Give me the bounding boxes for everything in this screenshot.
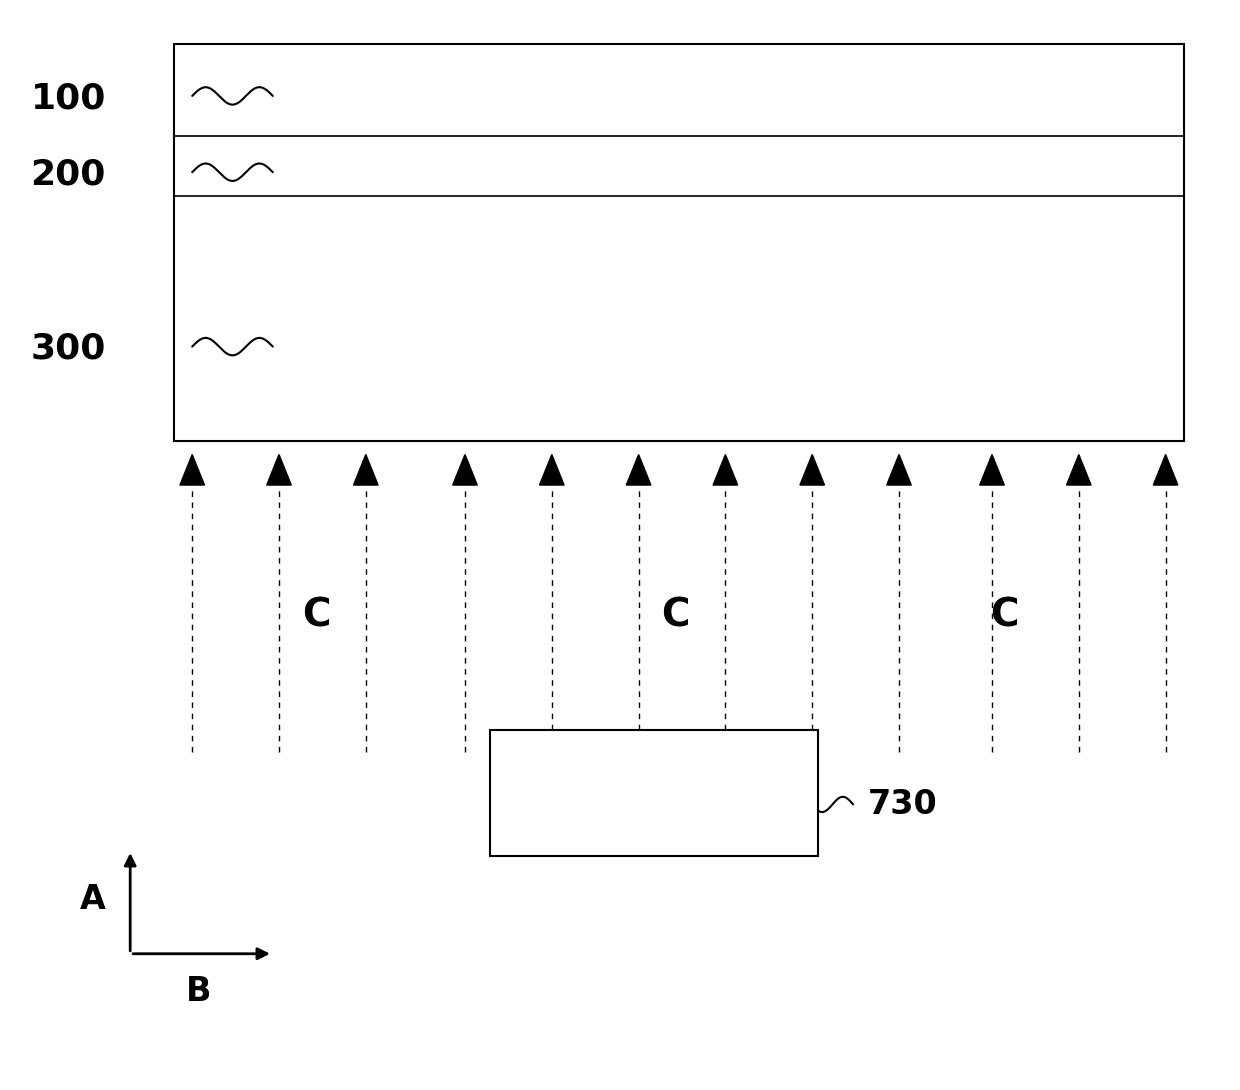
Polygon shape (713, 455, 738, 485)
Polygon shape (539, 455, 564, 485)
Polygon shape (980, 455, 1004, 485)
Bar (174, 44, 1184, 441)
Polygon shape (180, 455, 205, 485)
Text: C: C (991, 597, 1018, 634)
Polygon shape (353, 455, 378, 485)
Polygon shape (1066, 455, 1091, 485)
Text: A: A (81, 883, 105, 916)
Polygon shape (1153, 455, 1178, 485)
Text: 730: 730 (868, 788, 937, 821)
Polygon shape (453, 455, 477, 485)
Text: C: C (662, 597, 689, 634)
Polygon shape (887, 455, 911, 485)
Text: 300: 300 (31, 331, 105, 366)
Polygon shape (267, 455, 291, 485)
Text: 100: 100 (31, 81, 105, 116)
Text: B: B (186, 976, 211, 1008)
Text: C: C (303, 597, 330, 634)
Bar (490, 730, 818, 856)
Polygon shape (626, 455, 651, 485)
Polygon shape (800, 455, 825, 485)
Text: 200: 200 (31, 157, 105, 192)
